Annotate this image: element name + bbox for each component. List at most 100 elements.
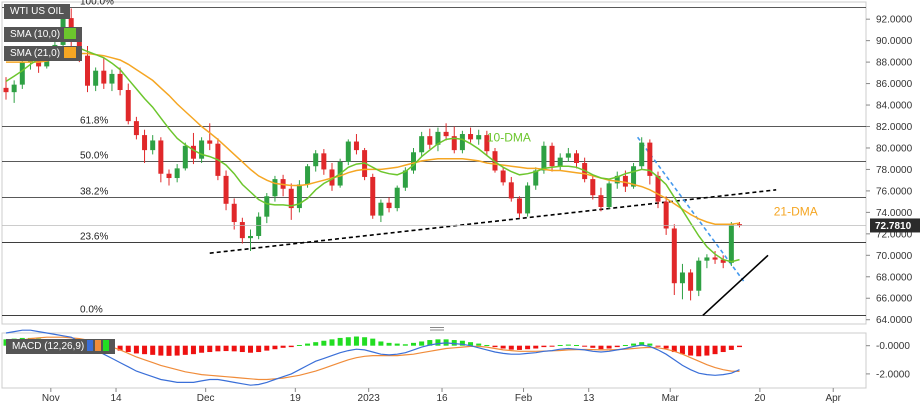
candle xyxy=(158,137,164,183)
candle xyxy=(207,123,213,151)
sma21-swatch xyxy=(64,47,77,58)
candle-body xyxy=(199,140,205,159)
candle xyxy=(574,150,579,169)
macd-histogram-bar xyxy=(639,342,645,346)
candle-body xyxy=(622,175,628,187)
candle-body xyxy=(557,157,563,167)
macd-histogram-bar xyxy=(459,340,465,346)
macd-histogram-bar xyxy=(125,345,131,353)
macd-histogram-bar xyxy=(223,345,229,352)
macd-histogram-bar xyxy=(305,343,311,346)
candle xyxy=(443,123,449,141)
macd-histogram-bar xyxy=(533,345,539,349)
candle-body xyxy=(174,168,180,179)
candle-body xyxy=(533,170,539,186)
macd-panel-frame xyxy=(1,332,867,389)
fib-level-label: 0.0% xyxy=(80,304,103,315)
macd-histogram-bar xyxy=(679,345,685,355)
candle xyxy=(688,269,694,301)
sma10-swatch xyxy=(64,28,77,39)
macd-histogram-bar xyxy=(574,344,579,346)
candle xyxy=(93,67,99,92)
candle-body xyxy=(696,260,702,291)
candle xyxy=(345,139,351,166)
candle-body xyxy=(378,202,384,216)
candle-body xyxy=(516,198,522,214)
candle-body xyxy=(402,170,408,188)
y-tick-label: 72.0000 xyxy=(876,229,913,240)
y-tick-label: 74.0000 xyxy=(876,208,913,219)
candle xyxy=(378,199,384,223)
annotation-10dma: 10-DMA xyxy=(487,131,531,145)
candle-body xyxy=(101,70,107,84)
candle-body xyxy=(370,176,376,216)
macd-histogram-bar xyxy=(337,337,343,346)
candle-body xyxy=(598,195,604,208)
candle-body xyxy=(150,140,156,151)
candle-body xyxy=(85,55,90,86)
y-tick-label: 92.0000 xyxy=(876,15,913,26)
trendline xyxy=(636,136,745,282)
x-tick-label: 14 xyxy=(110,393,122,404)
candle-body xyxy=(231,203,237,223)
candle xyxy=(614,171,620,189)
candle xyxy=(117,67,123,96)
candle xyxy=(419,131,425,157)
sma10-legend: SMA (10,0) xyxy=(4,27,83,42)
macd-histogram-bar xyxy=(378,341,384,346)
candle-body xyxy=(704,257,710,261)
candle xyxy=(231,198,237,230)
fib-level-label: 50.0% xyxy=(80,150,108,161)
macd-histogram-bar xyxy=(256,345,262,353)
candle xyxy=(606,181,612,210)
candle xyxy=(199,137,205,163)
candle-body xyxy=(565,153,571,158)
macd-y-tick-label: -2.0000 xyxy=(876,369,910,380)
macd-histogram-bar xyxy=(288,345,294,348)
sma21-legend: SMA (21,0) xyxy=(4,46,83,61)
sma10-legend-text: SMA (10,0) xyxy=(10,29,61,40)
macd-histogram-bar xyxy=(345,337,351,346)
macd-histogram-bar xyxy=(606,345,612,349)
candle-body xyxy=(142,135,148,151)
y-tick-label: 84.0000 xyxy=(876,101,913,112)
candle-body xyxy=(411,152,416,171)
candle-body xyxy=(508,182,514,199)
macd-histogram-bar xyxy=(394,343,400,346)
macd-histogram-bar xyxy=(688,345,694,356)
candle-body xyxy=(443,131,449,137)
macd-histogram-bar xyxy=(280,345,286,348)
sma21-line xyxy=(6,52,740,225)
candle xyxy=(557,153,563,171)
macd-histogram-bar xyxy=(231,345,237,352)
macd-swatch-2 xyxy=(95,340,102,351)
candle-body xyxy=(647,142,653,176)
candle-body xyxy=(256,216,262,236)
macd-histogram-bar xyxy=(321,340,327,346)
candle-body xyxy=(712,257,718,260)
candle-body xyxy=(296,184,302,209)
candle xyxy=(272,175,278,202)
macd-histogram-bar xyxy=(598,345,604,350)
annotation-21dma: 21-DMA xyxy=(774,205,818,219)
candle xyxy=(590,175,596,200)
candle-body xyxy=(19,62,25,85)
macd-histogram-bar xyxy=(272,345,278,350)
macd-histogram-bar xyxy=(117,345,123,351)
x-tick-label: Apr xyxy=(825,393,841,404)
candle-body xyxy=(93,70,99,86)
candle xyxy=(598,187,604,212)
candle-body xyxy=(321,153,327,170)
candle-body xyxy=(182,145,188,169)
x-tick-label: Mar xyxy=(662,393,680,404)
macd-histogram-bar xyxy=(451,340,457,346)
instrument-label: WTI US OIL xyxy=(4,4,70,19)
y-tick-label: 64.0000 xyxy=(876,315,913,326)
macd-histogram-bar xyxy=(133,345,139,354)
candle xyxy=(394,185,400,212)
candle xyxy=(142,129,148,163)
candle xyxy=(696,257,702,297)
macd-histogram-bar xyxy=(516,345,522,350)
macd-histogram-bar xyxy=(525,345,531,350)
macd-swatch-1 xyxy=(87,340,94,351)
